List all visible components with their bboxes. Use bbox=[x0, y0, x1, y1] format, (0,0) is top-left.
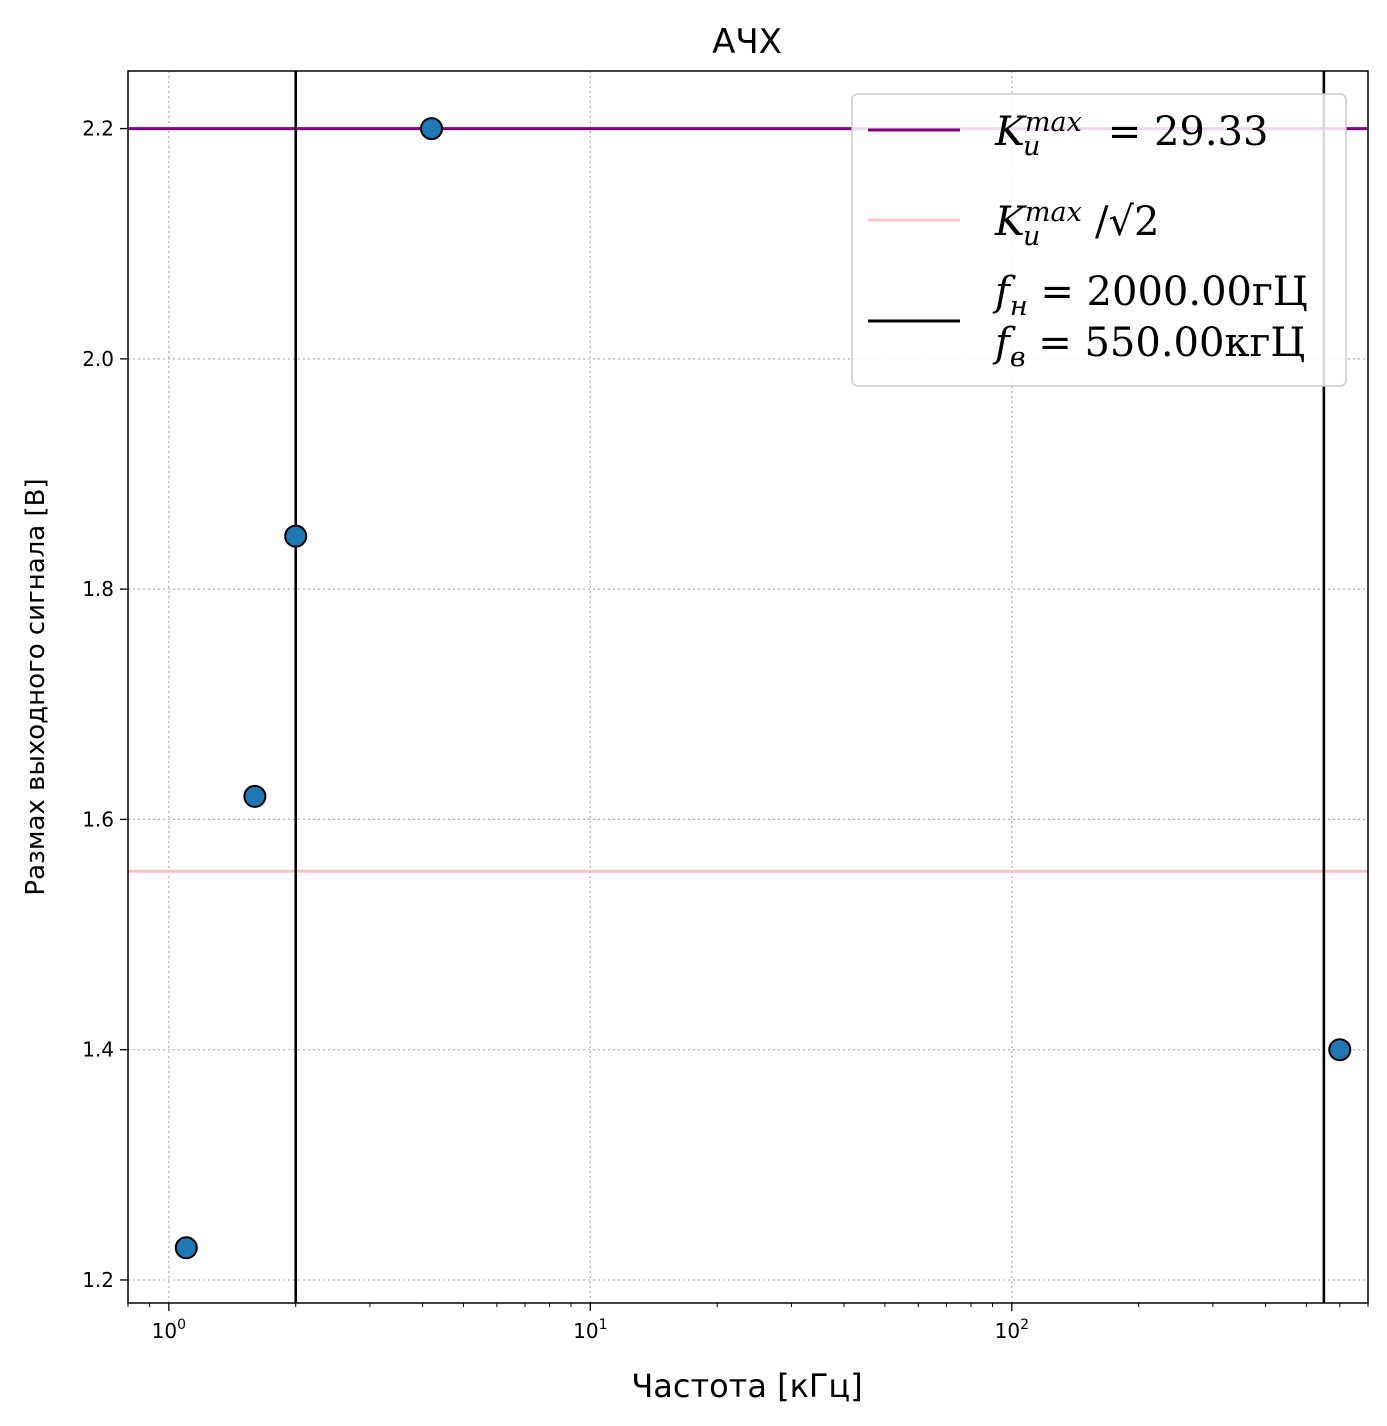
data-point bbox=[174, 1236, 198, 1260]
x-tick-label: 101 bbox=[573, 1317, 607, 1343]
legend-label: Kmax u = 29.33 bbox=[994, 107, 1268, 162]
data-point bbox=[243, 784, 267, 808]
y-tick-label: 1.6 bbox=[82, 807, 114, 831]
x-tick-label: 102 bbox=[995, 1317, 1029, 1343]
data-point bbox=[420, 117, 444, 141]
legend-label: fн = 2000.00гЦ bbox=[992, 269, 1308, 322]
y-tick-label: 2.2 bbox=[82, 117, 114, 141]
plot-frame bbox=[127, 70, 1369, 1304]
legend-label: Kmax u/√2 bbox=[994, 197, 1159, 252]
y-tick-label: 1.8 bbox=[82, 577, 114, 601]
legend-box bbox=[851, 93, 1347, 387]
y-tick-label: 1.4 bbox=[82, 1038, 114, 1062]
y-tick-label: 1.2 bbox=[82, 1268, 114, 1292]
data-point bbox=[1328, 1038, 1352, 1062]
y-tick-label: 2.0 bbox=[82, 347, 114, 371]
ticks: 100 101 102 1.2 1.4 1.6 1.8 2.0 2.2 bbox=[82, 117, 1369, 1343]
legend-label: fв = 550.00кгЦ bbox=[992, 320, 1305, 373]
chart-title: АЧХ bbox=[712, 22, 782, 62]
x-tick-label: 100 bbox=[152, 1317, 186, 1343]
data-point bbox=[284, 524, 308, 548]
data-points bbox=[174, 117, 1352, 1260]
y-axis-label: Размах выходного сигнала [В] bbox=[21, 478, 51, 895]
x-axis-label: Частота [кГц] bbox=[631, 1367, 862, 1405]
